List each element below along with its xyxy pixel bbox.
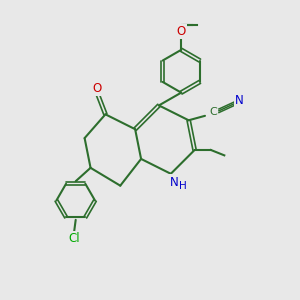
Text: C: C [209,107,217,117]
Text: H: H [179,181,187,191]
Text: N: N [169,176,178,189]
Text: O: O [93,82,102,95]
Text: Cl: Cl [68,232,80,245]
Text: O: O [177,25,186,38]
Text: N: N [235,94,244,107]
